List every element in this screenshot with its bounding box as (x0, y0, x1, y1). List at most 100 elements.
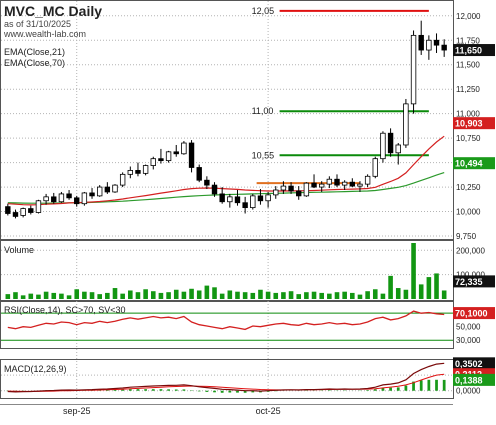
candle-body (5, 206, 11, 214)
candle (380, 131, 386, 163)
candle-body (119, 173, 126, 186)
volume-bar (219, 293, 225, 299)
volume-label: Volume (4, 245, 34, 255)
candle (227, 193, 233, 208)
volume-pane[interactable] (0, 240, 454, 301)
volume-bar (120, 293, 125, 299)
candle-body (380, 132, 386, 160)
candle-body (96, 186, 103, 197)
candle-body (303, 182, 310, 197)
candle (211, 182, 218, 197)
price-tick-label: 11,250 (456, 85, 480, 94)
candle (387, 128, 394, 157)
candle (433, 33, 440, 53)
candle (426, 35, 432, 60)
ema70-label: EMA(Close,70) (4, 58, 65, 68)
volume-bar (395, 288, 401, 299)
volume-bar (372, 289, 378, 299)
candle (96, 185, 103, 197)
volume-bar (426, 277, 432, 299)
candle-body (43, 196, 49, 202)
volume-bar (189, 288, 194, 299)
volume-bar (350, 292, 355, 299)
volume-bar (418, 284, 424, 299)
candle (257, 189, 264, 205)
candle (135, 162, 141, 177)
chart-title: MVC_MC Daily (4, 3, 102, 19)
volume-bar (143, 289, 148, 299)
volume-bar (327, 293, 332, 299)
candle (12, 209, 19, 219)
volume-bar (36, 294, 41, 299)
volume-badge-bg (453, 275, 495, 288)
candle (410, 30, 417, 114)
rsi-badge-bg (453, 307, 495, 320)
macd-badge-bg (453, 357, 495, 370)
candle-body (364, 175, 371, 185)
volume-bar (181, 291, 187, 299)
price-badge-bg (453, 157, 495, 170)
candle (288, 182, 294, 194)
candle-body (135, 170, 141, 174)
price-tick-label: 11,750 (456, 36, 480, 45)
macd-badge-bg (453, 373, 495, 386)
volume-bar (43, 291, 49, 299)
candle (341, 180, 348, 190)
candle-body (242, 202, 248, 209)
candle-body (341, 181, 348, 186)
candle-body (234, 196, 241, 204)
candle (89, 188, 95, 199)
candle-body (387, 132, 394, 154)
as-of-date: as of 31/10/2025 (4, 19, 71, 29)
candle (318, 181, 325, 192)
candle (81, 191, 88, 206)
macd-badge: 0,3502 (455, 359, 483, 369)
candle-body (150, 158, 156, 166)
candle (58, 191, 65, 203)
volume-bar (150, 291, 156, 299)
candle-body (410, 34, 417, 105)
volume-bar (158, 292, 164, 299)
candle-body (227, 196, 233, 203)
macd-line (7, 362, 445, 393)
ema21-label: EMA(Close,21) (4, 47, 65, 57)
price-tick-label: 11,500 (456, 61, 480, 70)
candle (28, 205, 34, 215)
candle-body (20, 208, 26, 216)
macd-lines (6, 362, 446, 393)
candle-body (349, 181, 356, 187)
candle-body (418, 34, 424, 51)
candle-body (311, 182, 317, 188)
candle (66, 190, 72, 200)
candle (35, 199, 42, 214)
volume-bar (258, 289, 263, 299)
candle-body (142, 165, 149, 174)
volume-bar (342, 291, 347, 299)
volume-bar (128, 290, 133, 299)
candle (43, 193, 49, 205)
rsi-lines (1, 310, 453, 341)
candle (112, 184, 118, 193)
volume-bar (5, 294, 11, 299)
candle (280, 181, 287, 194)
volume-bar (380, 293, 386, 299)
macd-pane[interactable] (0, 359, 454, 399)
volume-tick-label: 100,000 (456, 271, 485, 280)
candle (303, 182, 310, 197)
volume-bar (204, 285, 210, 299)
price-tick-label: 10,250 (456, 183, 481, 192)
value-badges: 11,65010,90310,49472,33570,10000,35020,2… (453, 44, 495, 386)
candle (418, 20, 424, 55)
price-badge: 10,903 (455, 119, 483, 129)
price-badge-bg (453, 44, 495, 57)
volume-bar (357, 294, 363, 299)
candle-body (273, 189, 279, 196)
candle-body (112, 184, 118, 193)
rsi-line (7, 310, 445, 331)
volume-bar (403, 289, 409, 299)
candle-body (173, 151, 179, 155)
price-level-label: 11,00 (252, 106, 274, 116)
price-level-label: 10,55 (252, 150, 275, 160)
volume-bar (273, 292, 279, 299)
